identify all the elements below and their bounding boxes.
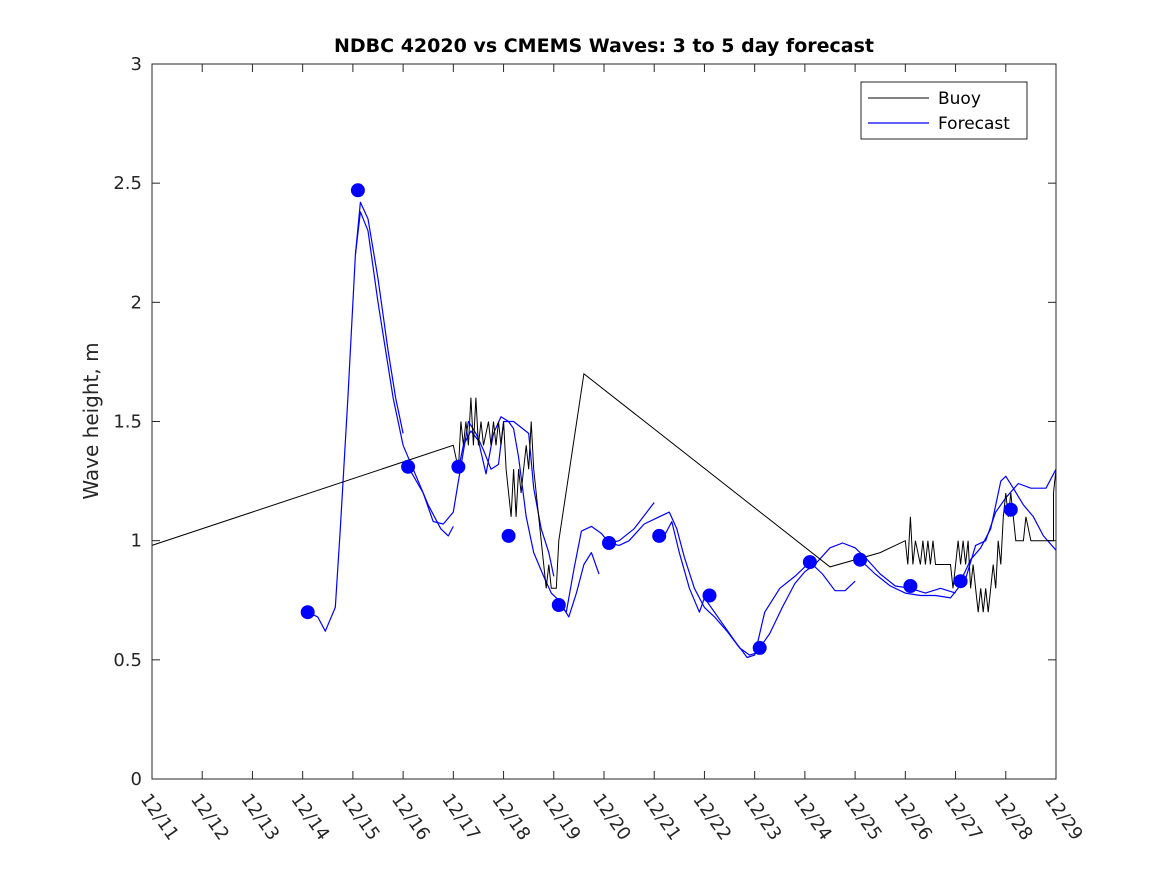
plot-area-frame <box>151 63 1057 780</box>
forecast-marker <box>1003 502 1018 517</box>
forecast-line <box>558 502 655 613</box>
forecast-line <box>960 475 1057 582</box>
y-tick-label: 2 <box>131 292 142 313</box>
x-tick-label: 12/17 <box>437 790 484 845</box>
x-tick-label: 12/16 <box>387 790 434 845</box>
forecast-marker <box>953 574 968 589</box>
forecast-marker <box>752 640 767 655</box>
x-tick-label: 12/25 <box>839 790 886 845</box>
forecast-marker <box>501 528 516 543</box>
x-tick-label: 12/18 <box>487 790 534 845</box>
forecast-marker <box>602 536 616 550</box>
chart-title: NDBC 42020 vs CMEMS Waves: 3 to 5 day fo… <box>334 35 874 57</box>
legend-forecast-label: Forecast <box>938 114 1010 134</box>
forecast-marker <box>401 459 416 474</box>
x-tick-label: 12/19 <box>538 790 585 845</box>
forecast-line <box>354 211 454 537</box>
legend: Buoy Forecast <box>860 81 1028 140</box>
forecast-marker <box>350 183 365 198</box>
forecast-line <box>457 416 600 618</box>
plot-area <box>151 183 1057 659</box>
forecast-marker <box>551 598 566 612</box>
y-tick-label: 0 <box>131 769 142 790</box>
forecast-marker <box>802 555 817 570</box>
x-tick-label: 12/26 <box>889 790 936 845</box>
forecast-line <box>407 420 555 577</box>
forecast-line <box>663 520 856 659</box>
x-tick-label: 12/29 <box>1040 790 1087 845</box>
buoy-line <box>151 372 1057 613</box>
y-tick-label: 2.5 <box>113 173 142 194</box>
x-tick-label: 12/23 <box>739 790 786 845</box>
y-tick-label: 3 <box>131 54 142 75</box>
x-tick-label: 12/27 <box>939 790 986 845</box>
x-tick-label: 12/24 <box>789 790 836 845</box>
forecast-marker <box>451 459 466 474</box>
x-tick-label: 12/11 <box>136 790 183 845</box>
y-tick-label: 1.5 <box>113 412 142 433</box>
x-tick-label: 12/28 <box>990 790 1037 845</box>
forecast-line <box>859 468 1057 599</box>
y-tick-label: 0.5 <box>113 650 142 671</box>
forecast-marker <box>853 552 868 567</box>
plot-area-background <box>152 64 1056 779</box>
forecast-line <box>759 542 956 649</box>
y-axis-label: Wave height, m <box>79 342 103 499</box>
x-tick-label: 12/12 <box>186 790 233 845</box>
x-tick-label: 12/14 <box>287 790 334 845</box>
legend-box <box>860 81 1028 140</box>
forecast-marker <box>903 579 918 593</box>
forecast-marker <box>652 528 667 543</box>
x-tick-label: 12/20 <box>588 790 635 845</box>
forecast-marker <box>300 605 315 620</box>
x-tick-label: 12/22 <box>688 790 735 845</box>
x-tick-label: 12/21 <box>638 790 685 845</box>
forecast-marker <box>702 588 717 603</box>
x-tick-label: 12/13 <box>236 790 283 845</box>
y-tick-label: 1 <box>131 531 142 552</box>
x-tick-label: 12/15 <box>337 790 384 845</box>
legend-buoy-label: Buoy <box>938 89 981 109</box>
